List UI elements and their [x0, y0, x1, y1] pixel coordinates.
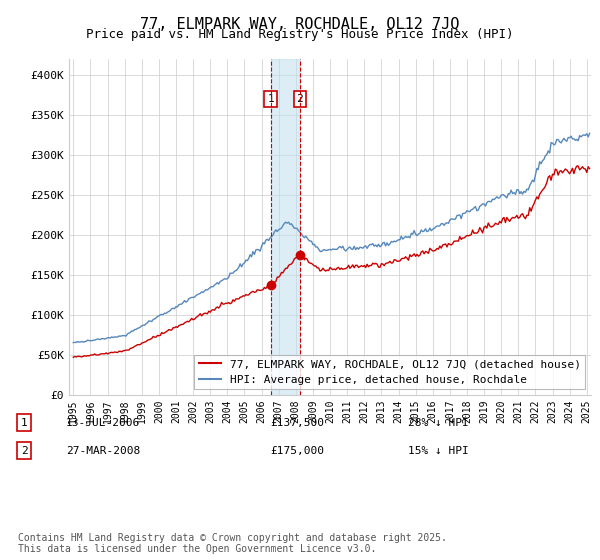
Text: £175,000: £175,000 — [270, 446, 324, 456]
Text: 28% ↓ HPI: 28% ↓ HPI — [408, 418, 469, 428]
Text: 13-JUL-2006: 13-JUL-2006 — [66, 418, 140, 428]
Legend: 77, ELMPARK WAY, ROCHDALE, OL12 7JQ (detached house), HPI: Average price, detach: 77, ELMPARK WAY, ROCHDALE, OL12 7JQ (det… — [194, 355, 586, 389]
Text: 27-MAR-2008: 27-MAR-2008 — [66, 446, 140, 456]
Text: Price paid vs. HM Land Registry's House Price Index (HPI): Price paid vs. HM Land Registry's House … — [86, 28, 514, 41]
Text: 15% ↓ HPI: 15% ↓ HPI — [408, 446, 469, 456]
Text: 2: 2 — [296, 94, 303, 104]
Bar — [271, 59, 300, 395]
Text: 2: 2 — [20, 446, 28, 456]
Text: 77, ELMPARK WAY, ROCHDALE, OL12 7JQ: 77, ELMPARK WAY, ROCHDALE, OL12 7JQ — [140, 17, 460, 32]
Text: 1: 1 — [20, 418, 28, 428]
Text: Contains HM Land Registry data © Crown copyright and database right 2025.
This d: Contains HM Land Registry data © Crown c… — [18, 533, 447, 554]
Text: 1: 1 — [267, 94, 274, 104]
Text: £137,500: £137,500 — [270, 418, 324, 428]
